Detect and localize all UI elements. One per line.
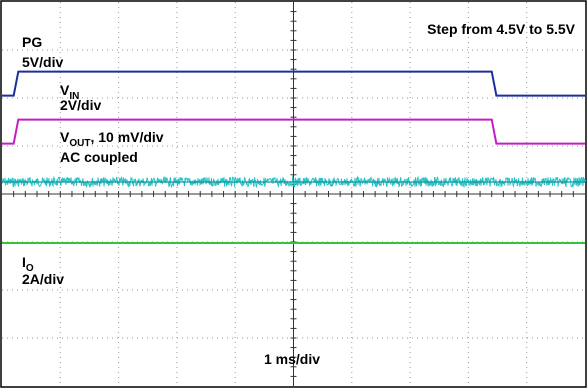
trace-vin [2, 70, 585, 97]
vin-scale-label: 2V/div [60, 97, 101, 113]
pg-scale-label: 5V/div [22, 54, 63, 70]
trace-vout [2, 118, 585, 145]
vin-label-sub: IN [69, 91, 79, 102]
vin-series-label: VIN [60, 82, 79, 102]
vout-coupling-label: AC coupled [60, 149, 138, 165]
io-label-main: I [22, 254, 26, 270]
io-scale-label: 2A/div [22, 271, 64, 287]
vout-label-main: V [60, 129, 70, 145]
vin-label-main: V [60, 82, 70, 98]
vout-label-suffix: , 10 mV/div [90, 129, 163, 145]
io-label-sub: O [26, 263, 34, 274]
vout-label-sub: OUT [69, 138, 90, 149]
x-axis-label: 1 ms/div [264, 351, 320, 367]
waveform-traces [1, 70, 586, 244]
io-series-label: IO [22, 254, 34, 274]
chart-title: Step from 4.5V to 5.5V [427, 21, 575, 37]
pg-series-label: PG [22, 34, 42, 50]
vout-series-label: VOUT, 10 mV/div [60, 129, 164, 149]
